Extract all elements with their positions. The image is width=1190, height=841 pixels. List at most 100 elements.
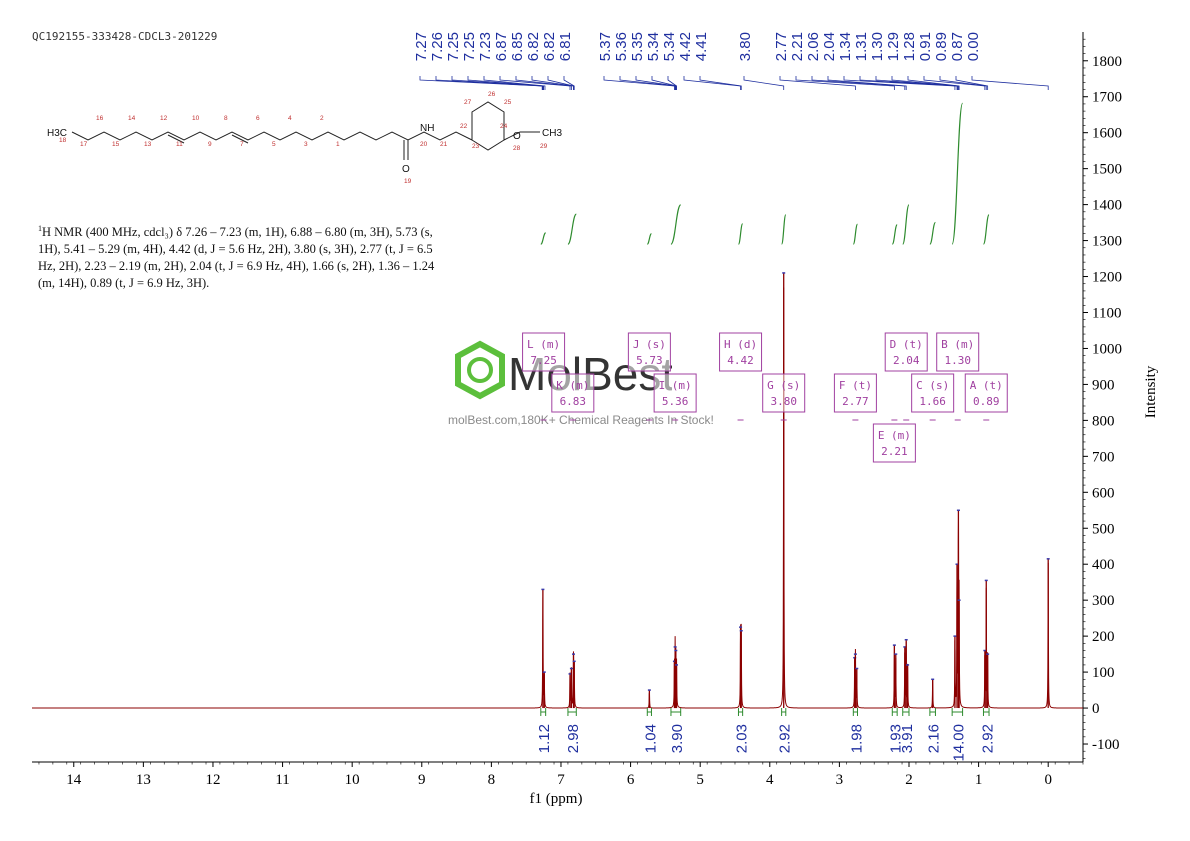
peak-leader-line bbox=[515, 76, 572, 90]
multiplet-shift: 1.30 bbox=[944, 354, 971, 367]
y-tick-label: -100 bbox=[1092, 737, 1120, 753]
integral-curve bbox=[540, 232, 546, 245]
peak-label: 1.34 bbox=[837, 32, 854, 61]
peak-leader-line bbox=[603, 76, 675, 90]
peak-label: 0.91 bbox=[917, 32, 934, 61]
multiplet-shift: 2.77 bbox=[842, 395, 869, 408]
x-tick-label: 8 bbox=[488, 772, 496, 788]
peak-leader-line bbox=[795, 76, 895, 90]
peak-label: 3.80 bbox=[737, 32, 754, 61]
multiplet-shift: 7.25 bbox=[530, 354, 557, 367]
atom-number: 11 bbox=[176, 141, 183, 148]
peak-label: 7.26 bbox=[429, 32, 446, 61]
peak-label: 2.04 bbox=[821, 32, 838, 61]
peak-leader-line bbox=[419, 76, 543, 90]
y-tick-label: 1800 bbox=[1092, 54, 1122, 70]
peak-leader-line bbox=[939, 76, 987, 90]
peak-label: 1.29 bbox=[885, 32, 902, 61]
peak-label: 5.34 bbox=[645, 32, 662, 61]
multiplet-box bbox=[964, 373, 1008, 413]
peak-label: 4.41 bbox=[693, 32, 710, 61]
peak-label: 2.21 bbox=[789, 32, 806, 61]
integral-curve bbox=[902, 204, 910, 245]
multiplet-box bbox=[719, 332, 763, 372]
peak-label: 5.37 bbox=[597, 32, 614, 61]
atom-number: 28 bbox=[513, 145, 521, 152]
multiplet-shift: 4.42 bbox=[727, 354, 754, 367]
multiplet-label: F (t) bbox=[839, 379, 872, 392]
peak-label: 5.35 bbox=[629, 32, 646, 61]
atom-number: 24 bbox=[500, 123, 508, 130]
multiplet-boxes: L (m) 7.25 K (m) 6.83 J (s) 5.73 I (m) 5.36 H (d… bbox=[522, 332, 1008, 463]
peak-label: 0.00 bbox=[965, 32, 982, 61]
peak-leader-line bbox=[827, 76, 907, 90]
multiplet-box bbox=[911, 373, 955, 413]
integral-value: 2.98 bbox=[565, 724, 582, 753]
peak-leader-line bbox=[875, 76, 959, 90]
x-tick-label: 12 bbox=[205, 772, 220, 788]
multiplet-shift: 6.83 bbox=[560, 395, 587, 408]
integral-curve bbox=[567, 213, 577, 245]
peak-leader-line bbox=[811, 76, 906, 90]
atom-number: 1 bbox=[336, 141, 340, 148]
integral-curve bbox=[670, 204, 682, 245]
x-tick-label: 13 bbox=[136, 772, 151, 788]
atom-number: 29 bbox=[540, 143, 548, 150]
atom-number: 9 bbox=[208, 141, 212, 148]
atom-number: 25 bbox=[504, 99, 512, 106]
peak-label: 7.25 bbox=[445, 32, 462, 61]
integral-markers: 1.12 2.98 1.04 3.90 2.03 2.92 1.98 1.933.91 2.16… bbox=[536, 708, 996, 762]
x-tick-label: 1 bbox=[975, 772, 983, 788]
peak-leader-line bbox=[499, 76, 571, 90]
peak-label: 6.87 bbox=[493, 32, 510, 61]
atom-number: 2 bbox=[320, 115, 324, 122]
peak-leader-line bbox=[699, 76, 742, 90]
x-tick-label: 0 bbox=[1044, 772, 1052, 788]
peak-leader-line bbox=[779, 76, 856, 90]
multiplet-shift: 3.80 bbox=[770, 395, 797, 408]
atom-number: 16 bbox=[96, 115, 104, 122]
peak-label: 4.42 bbox=[677, 32, 694, 61]
atom-number: 14 bbox=[128, 115, 136, 122]
multiplet-label: K (m) bbox=[556, 379, 589, 392]
y-tick-label: 1400 bbox=[1092, 198, 1122, 214]
y-tick-label: 800 bbox=[1092, 413, 1115, 429]
multiplet-shift: 1.66 bbox=[919, 395, 946, 408]
peak-leader-line bbox=[923, 76, 986, 90]
peak-leader-line bbox=[635, 76, 677, 90]
logo-ring-icon bbox=[467, 357, 493, 383]
peak-leader-line bbox=[547, 76, 574, 90]
peak-leader-line bbox=[563, 76, 575, 90]
multiplet-shift: 5.36 bbox=[662, 395, 689, 408]
atom-number: 26 bbox=[488, 91, 496, 98]
peak-leader-line bbox=[483, 76, 546, 90]
x-tick-label: 4 bbox=[766, 772, 774, 788]
y-axis-title: Intensity bbox=[1143, 365, 1159, 418]
y-tick-label: 1100 bbox=[1092, 305, 1121, 321]
chemical-structure bbox=[71, 101, 540, 160]
multiplet-box bbox=[551, 373, 595, 413]
multiplet-box bbox=[653, 373, 697, 413]
integral-value: 1.93 bbox=[888, 724, 905, 753]
peak-leader-line bbox=[859, 76, 958, 90]
peak-leader-line bbox=[683, 76, 741, 90]
integral-value: 1.98 bbox=[848, 724, 865, 753]
integral-curve bbox=[891, 224, 898, 245]
atom-number: 3 bbox=[304, 141, 308, 148]
atom-number: 22 bbox=[460, 123, 468, 130]
x-tick-label: 14 bbox=[66, 772, 82, 788]
integral-curve bbox=[852, 223, 859, 245]
axis-titles: f1 (ppm) Intensity bbox=[530, 365, 1159, 807]
atom-number: 8 bbox=[224, 115, 228, 122]
nmr-summary-text: 1H NMR (400 MHz, cdcl₃) δ 7.26 – 7.23 (m… bbox=[38, 220, 438, 292]
y-tick-label: 1200 bbox=[1092, 270, 1122, 286]
multiplet-label: G (s) bbox=[767, 379, 800, 392]
integral-value: 1.12 bbox=[536, 724, 553, 753]
peak-label: 6.82 bbox=[541, 32, 558, 61]
multiplet-label: I (m) bbox=[659, 379, 692, 392]
y-tick-label: 100 bbox=[1092, 665, 1115, 681]
atom-label: O bbox=[402, 164, 410, 175]
peak-leader-line bbox=[619, 76, 676, 90]
atom-number: 6 bbox=[256, 115, 260, 122]
